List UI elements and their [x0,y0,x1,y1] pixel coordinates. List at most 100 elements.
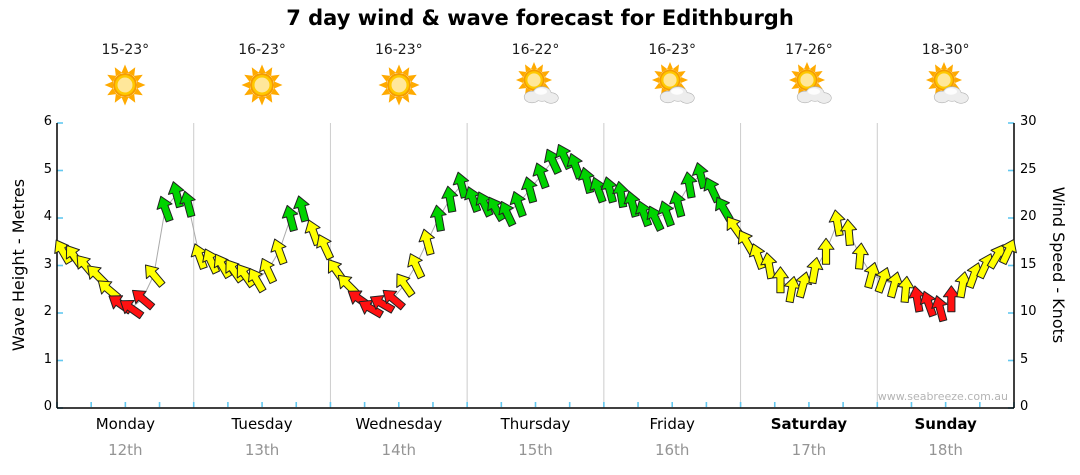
sun-behind-cloud-icon [788,61,832,104]
cloud-shape [660,86,695,104]
wind-arrow [429,204,447,232]
wind-arrow [521,176,538,204]
day-header: 15-23° [65,42,185,113]
wind-arrow [144,264,166,288]
day-name-label: Monday [95,415,155,433]
day-header: 16-22° [476,42,596,113]
day-temp-range: 18-30° [921,42,970,58]
right-axis-tick-label: 15 [1020,256,1037,272]
right-axis-tick-label: 30 [1020,114,1037,129]
day-name-label: Tuesday [231,415,293,433]
wind-arrow [851,242,869,270]
wind-arrow [600,176,618,204]
sun-behind-cloud-icon [925,61,969,104]
wind-arrow [795,271,812,299]
weather-icon-wrap [512,61,560,109]
day-date-label: 14th [381,441,417,459]
wind-arrow [931,295,948,323]
wind-arrow [509,191,527,218]
wind-arrow [119,300,145,320]
watermark: www.seabreeze.com.au [877,390,1008,403]
day-name-label: Wednesday [355,415,443,433]
wind-arrow [897,275,915,304]
day-date-label: 17th [791,441,827,459]
sun-behind-cloud-icon [515,61,559,104]
left-axis-tick-label: 6 [43,114,52,129]
wind-arrow [382,289,406,311]
wind-arrow [156,195,174,223]
day-temp-range: 16-22° [511,42,560,58]
weather-icon-wrap [648,61,696,109]
sun-shape [104,64,146,106]
wind-arrow [691,162,709,190]
wind-arrow [578,166,595,194]
wind-arrow [498,200,517,228]
wind-arrow [281,204,299,232]
wind-arrow [247,267,267,294]
wind-arrow [919,290,937,318]
wind-arrow [999,238,1017,266]
sunny-icon [241,64,283,106]
cloud-shape [796,86,832,104]
cloud-shape [933,86,969,104]
left-axis-tick-label: 2 [43,304,52,319]
right-axis-tick-label: 25 [1020,161,1037,177]
wind-arrow [293,195,310,223]
wind-arrow [167,181,185,209]
wind-arrow [532,162,550,190]
sunny-icon [104,64,146,106]
weather-icon-wrap [375,61,423,109]
wind-arrow [680,171,698,199]
day-date-label: 15th [518,441,553,459]
day-temp-range: 16-23° [648,42,697,58]
wind-arrow [369,295,396,314]
wind-arrow [452,171,470,199]
right-axis-tick-label: 10 [1020,304,1037,319]
wind-arrow [840,218,858,247]
right-axis-tick-label: 20 [1020,209,1037,224]
wind-arrow [942,285,960,313]
weather-icon-wrap [785,61,833,109]
wind-arrow [396,273,416,298]
left-axis-tick-label: 1 [43,351,52,367]
right-axis-tick-label: 5 [1020,351,1029,367]
day-header: 16-23° [339,42,459,113]
wind-arrow [817,237,835,265]
day-date-label: 18th [928,441,963,459]
day-name-label: Saturday [770,415,848,433]
sun-behind-cloud-icon [652,61,695,104]
wind-arrow [623,190,641,218]
sun-shape [241,64,283,106]
weather-icon-wrap [922,61,970,109]
day-temp-range: 16-23° [238,42,286,58]
left-axis-tick-label: 5 [43,161,52,177]
weather-icon-wrap [101,61,149,109]
wind-arrow [806,256,824,285]
wind-arrow [179,190,196,218]
wind-arrow [270,238,288,266]
day-header: 16-23° [612,42,732,113]
wind-arrow [771,266,789,294]
left-axis-tick-label: 4 [43,209,52,224]
day-temp-range: 17-26° [785,42,833,58]
sun-shape [378,64,420,106]
day-temp-range: 15-23° [101,42,150,58]
day-temp-range: 16-23° [374,42,423,58]
day-date-label: 12th [108,441,143,459]
wind-arrow [407,253,426,280]
day-name-label: Thursday [500,415,571,433]
wind-arrow [657,200,675,228]
wind-arrow [612,180,629,209]
left-axis-tick-label: 3 [43,256,52,272]
wind-arrow [828,209,846,237]
right-axis-tick-label: 0 [1020,399,1029,414]
day-name-label: Sunday [914,415,977,433]
wind-arrow [316,234,334,261]
chart-title: 7 day wind & wave forecast for Edithburg… [286,6,794,30]
day-header: 18-30° [886,42,1006,113]
wind-arrow [418,228,435,256]
day-header: 16-23° [202,42,322,113]
day-header: 17-26° [749,42,869,113]
day-date-label: 13th [244,441,280,459]
